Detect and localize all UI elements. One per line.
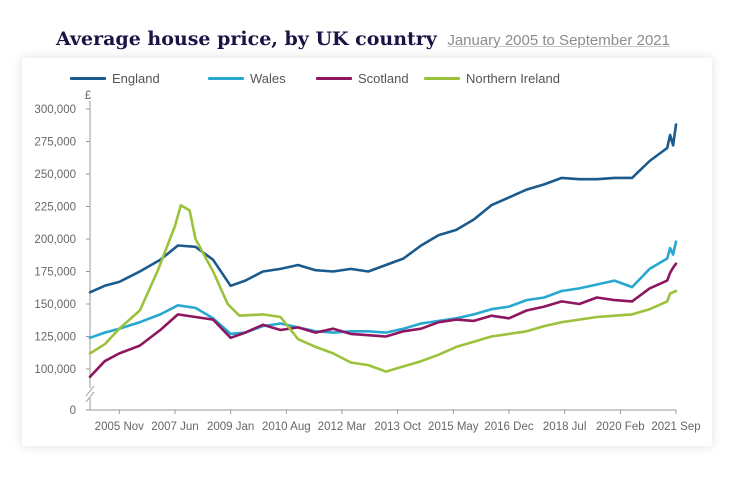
y-tick-label: 100,000: [34, 364, 76, 376]
axes: £0 100,000 125,000 150,000 175,000 200,000 225…: [34, 90, 700, 433]
series-lines: [88, 123, 678, 379]
x-tick-label: 2005 Nov: [95, 421, 144, 433]
y-tick-label: 175,000: [34, 267, 76, 279]
legend-label-northern-ireland: Northern Ireland: [466, 71, 560, 87]
y-tick-label: 200,000: [34, 234, 76, 246]
x-tick-label: 2021 Sep: [651, 421, 700, 433]
legend-swatch-scotland: [316, 77, 352, 81]
x-tick-label: 2015 May: [428, 421, 479, 433]
x-tick-label: 2009 Jan: [207, 421, 254, 433]
legend-item-england[interactable]: England: [70, 70, 160, 86]
x-tick-label: 2016 Dec: [484, 421, 533, 433]
x-tick-label: 2010 Aug: [262, 421, 311, 433]
x-tick-label: 2020 Feb: [596, 421, 645, 433]
y-tick-label: 0: [70, 405, 76, 417]
legend-item-scotland[interactable]: Scotland: [316, 70, 409, 86]
legend-swatch-england: [70, 77, 106, 81]
legend-label-england: England: [112, 71, 160, 87]
y-tick-label: 300,000: [34, 104, 76, 116]
chart-card: [22, 58, 712, 446]
legend-swatch-wales: [208, 77, 244, 81]
series-line-scotland: [88, 262, 678, 379]
chart-heading: Average house price, by UK country Janua…: [56, 28, 670, 50]
legend-item-wales[interactable]: Wales: [208, 70, 286, 86]
y-tick-label: 275,000: [34, 137, 76, 149]
x-tick-label: 2013 Oct: [374, 421, 421, 433]
series-line-england: [88, 123, 678, 294]
y-tick-label: 250,000: [34, 169, 76, 181]
legend-item-northern-ireland[interactable]: Northern Ireland: [424, 70, 560, 86]
series-line-wales: [88, 240, 678, 340]
legend-swatch-northern-ireland: [424, 77, 460, 81]
legend-label-wales: Wales: [250, 71, 286, 87]
y-tick-label: 125,000: [34, 332, 76, 344]
legend: England Wales Scotland Northern Ireland: [22, 60, 712, 94]
chart-title: Average house price, by UK country: [56, 28, 437, 50]
chart-subtitle[interactable]: January 2005 to September 2021: [447, 32, 670, 49]
x-tick-label: 2007 Jun: [151, 421, 198, 433]
series-line-northern-ireland: [88, 203, 678, 373]
y-tick-label: 225,000: [34, 202, 76, 214]
y-tick-label: 150,000: [34, 299, 76, 311]
x-tick-label: 2018 Jul: [543, 421, 586, 433]
x-tick-label: 2012 Mar: [318, 421, 367, 433]
axis-break-mark: [85, 391, 95, 403]
axis-break-mark: [85, 385, 95, 397]
legend-label-scotland: Scotland: [358, 71, 409, 87]
y-axis-unit-label: £: [85, 90, 92, 102]
